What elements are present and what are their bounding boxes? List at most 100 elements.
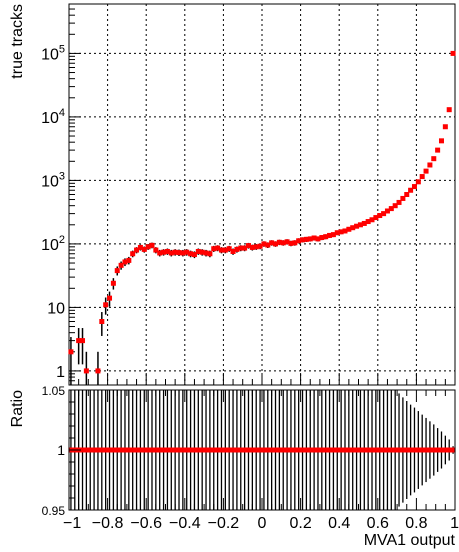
ratio-point [110, 447, 116, 453]
data-point [83, 368, 89, 374]
ratio-point [80, 447, 86, 453]
y-tick-label-main: 104 [41, 107, 65, 127]
y-axis-title-main: true tracks [9, 4, 26, 79]
data-point [411, 184, 417, 190]
ratio-point [199, 447, 205, 453]
data-point [184, 249, 190, 255]
x-tick-label: 0.6 [367, 515, 389, 532]
data-point [234, 246, 240, 252]
data-point [419, 174, 425, 180]
data-point [330, 232, 336, 238]
ratio-point [230, 447, 236, 453]
ratio-point [203, 447, 209, 453]
data-point [361, 220, 367, 226]
data-point [114, 268, 120, 274]
data-point [438, 138, 444, 144]
ratio-point [354, 447, 360, 453]
ratio-point [87, 447, 93, 453]
ratio-point [257, 447, 263, 453]
ratio-point [161, 447, 167, 453]
data-point [446, 107, 452, 113]
ratio-point [384, 447, 390, 453]
ratio-point [145, 447, 151, 453]
ratio-point [207, 447, 213, 453]
data-point [195, 248, 201, 254]
data-point [176, 250, 182, 256]
ratio-point [377, 447, 383, 453]
data-point [415, 179, 421, 185]
ratio-point [361, 447, 367, 453]
ratio-point [431, 447, 437, 453]
data-point [238, 245, 244, 251]
ratio-point [114, 447, 120, 453]
data-point [242, 245, 248, 251]
data-point [215, 245, 221, 251]
data-point [423, 168, 429, 174]
ratio-point [99, 447, 105, 453]
data-point [261, 241, 267, 247]
ratio-point [122, 447, 128, 453]
data-point [265, 242, 271, 248]
data-point [450, 50, 456, 56]
ratio-point [315, 447, 321, 453]
data-point [300, 237, 306, 243]
ratio-point [342, 447, 348, 453]
ratio-point [157, 447, 163, 453]
y-tick-label-main: 102 [41, 234, 65, 254]
data-point [80, 338, 86, 344]
ratio-point [261, 447, 267, 453]
ratio-point [435, 447, 441, 453]
ratio-point [195, 447, 201, 453]
data-point [388, 206, 394, 212]
data-point [180, 250, 186, 256]
data-point [431, 156, 437, 162]
ratio-point [149, 447, 155, 453]
ratio-point [107, 447, 113, 453]
data-point [188, 251, 194, 257]
data-point [110, 280, 116, 286]
data-point [95, 368, 101, 374]
ratio-point [273, 447, 279, 453]
x-tick-label: 0.2 [289, 515, 311, 532]
ratio-point [438, 447, 444, 453]
ratio-point [172, 447, 178, 453]
ratio-point [253, 447, 259, 453]
data-point [408, 187, 414, 193]
data-point [153, 247, 159, 253]
data-point [137, 244, 143, 250]
y-tick-label-main: 103 [41, 170, 65, 190]
y-tick-label-ratio: 1 [57, 442, 65, 458]
ratio-point [288, 447, 294, 453]
data-point [203, 250, 209, 256]
ratio-point [249, 447, 255, 453]
ratio-point [180, 447, 186, 453]
ratio-point [222, 447, 228, 453]
ratio-point [334, 447, 340, 453]
ratio-point [215, 447, 221, 453]
data-point [273, 241, 279, 247]
data-point [404, 192, 410, 197]
ratio-point [388, 447, 394, 453]
data-point [164, 248, 170, 254]
ratio-point [91, 447, 97, 453]
data-point [130, 251, 136, 257]
data-point [249, 244, 255, 250]
ratio-point [211, 447, 217, 453]
x-tick-label: 1 [450, 515, 459, 532]
x-tick-label: 0 [258, 515, 267, 532]
x-tick-label: −0.2 [208, 515, 240, 532]
data-point [141, 246, 147, 252]
y-tick-label-ratio: 0.95 [42, 504, 66, 518]
ratio-point [419, 447, 425, 453]
data-point [199, 249, 205, 255]
data-point [103, 302, 109, 308]
data-point [126, 257, 132, 263]
y-tick-label-main: 105 [41, 43, 65, 63]
data-point [327, 232, 333, 238]
ratio-point [176, 447, 182, 453]
ratio-point [411, 447, 417, 453]
data-point [253, 244, 259, 250]
ratio-point [226, 447, 232, 453]
data-point [396, 199, 402, 205]
